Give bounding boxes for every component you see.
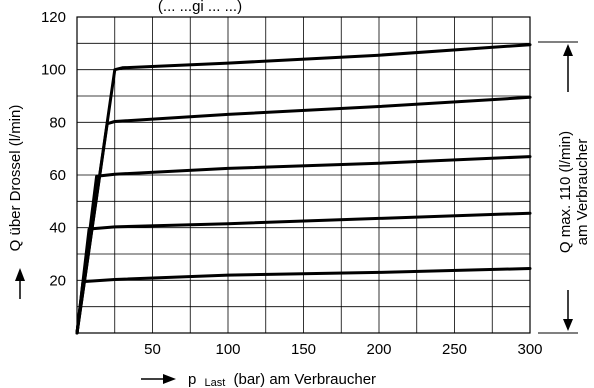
y-tick-label: 40 <box>49 220 66 237</box>
y-tick-label: 80 <box>49 114 66 131</box>
q-max-label: Q max. 110 (l/min) <box>557 131 574 253</box>
arrow-down-icon <box>563 319 573 331</box>
x-axis-label-rest: (bar) am Verbraucher <box>233 371 376 388</box>
x-tick-label: 250 <box>442 341 467 358</box>
series-line-5 <box>75 43 532 335</box>
y-tick-label: 120 <box>41 9 66 26</box>
x-tick-label: 300 <box>517 341 542 358</box>
chart-series-group <box>75 43 532 335</box>
arrow-up-icon <box>563 44 573 56</box>
x-tick-label: 150 <box>291 341 316 358</box>
chart-grid <box>76 16 531 334</box>
y-tick-label: 20 <box>49 272 66 289</box>
series-line-3 <box>75 155 532 335</box>
y-tick-label: 100 <box>41 62 66 79</box>
q-max-sublabel: am Verbraucher <box>574 139 591 246</box>
y-axis-label: Q über Drossel (l/min) <box>7 105 24 252</box>
plot-frame <box>76 16 531 334</box>
chart-title: (... ...gi ... ...) <box>158 0 242 15</box>
y-axis-arrow <box>15 268 25 299</box>
x-tick-label: 50 <box>144 341 161 358</box>
q-max-bracket <box>538 41 578 334</box>
x-axis-label-prefix: p <box>188 371 196 388</box>
y-tick-label: 60 <box>49 167 66 184</box>
x-axis-arrow <box>141 374 176 384</box>
x-tick-label: 200 <box>366 341 391 358</box>
x-tick-label: 100 <box>215 341 240 358</box>
x-axis-label: p Last (bar) am Verbraucher <box>188 371 376 388</box>
chart-tick-labels: 50 100 150 200 250 300 20 40 60 80 100 120 <box>41 9 543 358</box>
x-axis-label-subscript: Last <box>205 377 226 388</box>
